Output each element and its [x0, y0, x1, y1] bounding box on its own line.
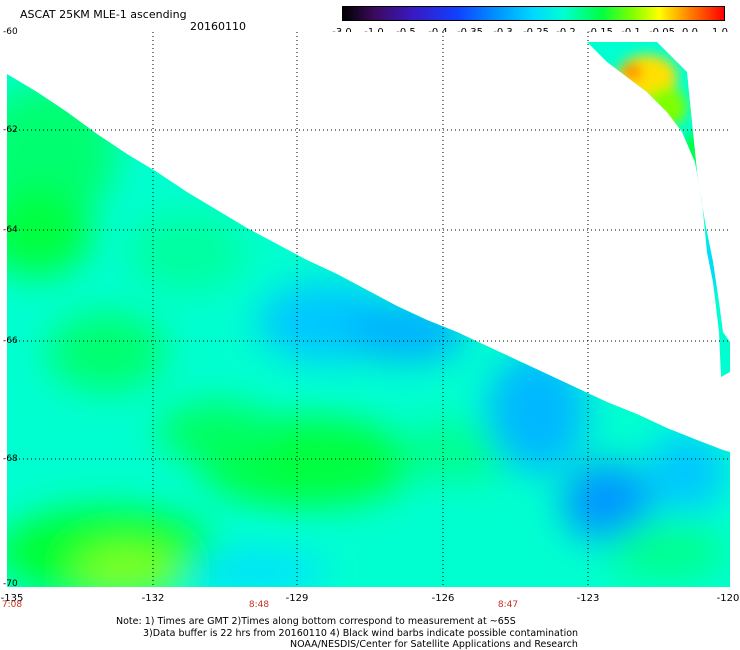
lat-label: -68 [3, 454, 18, 464]
note-line-3: NOAA/NESDIS/Center for Satellite Applica… [290, 639, 578, 650]
lat-label: -60 [3, 27, 18, 37]
data-map [7, 32, 730, 587]
lon-label: -132 [141, 593, 165, 604]
lat-label: -66 [3, 336, 18, 346]
lon-label: -120 [716, 593, 740, 604]
colorbar [342, 6, 725, 21]
note-line-2: 3)Data buffer is 22 hrs from 20160110 4)… [143, 628, 579, 639]
lon-label: -123 [576, 593, 600, 604]
map-svg [7, 32, 730, 587]
time-label: 7:08 [1, 600, 23, 610]
lon-label: -129 [285, 593, 309, 604]
secondary-swath [587, 42, 730, 377]
main-swath [7, 74, 730, 587]
lat-label: -64 [3, 225, 18, 235]
graticule [7, 32, 730, 587]
note-line-1: Note: 1) Times are GMT 2)Times along bot… [116, 616, 516, 627]
lat-label: -70 [3, 579, 18, 589]
time-label: 8:48 [248, 600, 270, 610]
map-title: ASCAT 25KM MLE-1 ascending [20, 8, 187, 21]
lon-label: -126 [431, 593, 455, 604]
lat-label: -62 [3, 125, 18, 135]
map-date: 20160110 [190, 20, 246, 33]
time-label: 8:47 [497, 600, 519, 610]
lon-label: -135 [0, 593, 24, 604]
